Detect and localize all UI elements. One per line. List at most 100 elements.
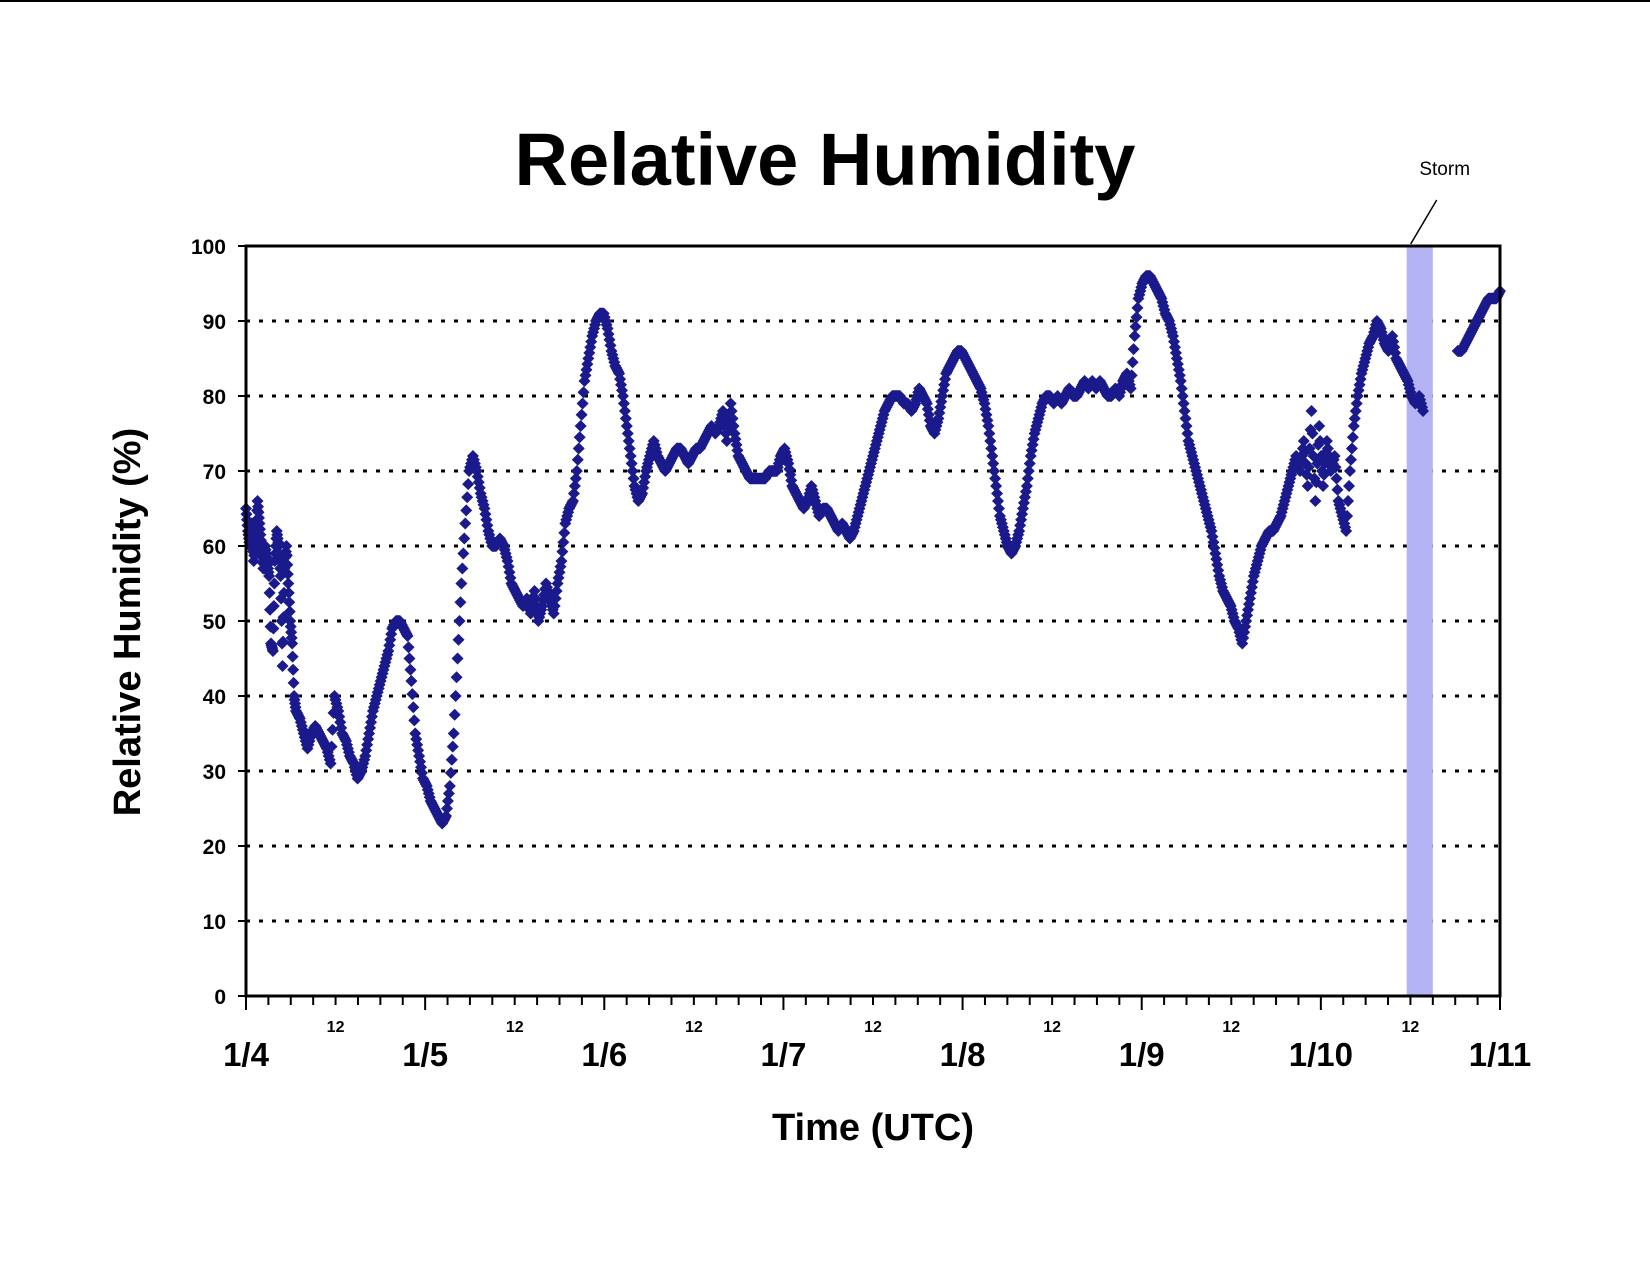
data-point-1187 [1331, 483, 1344, 496]
x-tick-label-noon: 12 [1402, 1019, 1420, 1036]
data-point-267 [446, 740, 459, 753]
data-point-866 [1022, 465, 1035, 477]
data-point-88 [282, 577, 295, 590]
data-point-85 [280, 549, 293, 562]
storm-label: Storm [1419, 159, 1470, 180]
data-point-556 [724, 397, 737, 410]
data-point-1200 [1343, 465, 1356, 477]
x-tick-label-day-9: 1/9 [1119, 1036, 1165, 1073]
data-point-401 [575, 408, 588, 421]
data-point-280 [459, 517, 472, 530]
data-point-99 [287, 676, 300, 689]
data-point-398 [572, 442, 585, 455]
data-point-58 [267, 600, 280, 612]
data-point-264 [443, 780, 456, 792]
data-point-380 [555, 555, 568, 567]
data-point-978 [1130, 311, 1143, 324]
data-point-394 [568, 480, 581, 492]
data-point-1199 [1343, 480, 1356, 492]
data-point-91 [283, 605, 296, 618]
data-point-1205 [1348, 412, 1361, 425]
data-point-831 [989, 472, 1002, 485]
y-tick-label-10: 10 [203, 911, 226, 934]
x-tick-label-noon: 12 [327, 1019, 345, 1036]
x-tick-label-noon: 12 [864, 1019, 882, 1036]
data-point-402 [576, 397, 589, 410]
x-axis-label: Time (UTC) [772, 1107, 974, 1149]
data-point-281 [460, 504, 473, 517]
data-point-976 [1128, 330, 1141, 342]
x-tick-label-day-4: 1/4 [223, 1036, 270, 1073]
data-point-282 [461, 491, 474, 504]
data-point-1204 [1347, 420, 1360, 432]
data-point-830 [988, 465, 1001, 477]
data-point-454 [626, 465, 639, 477]
data-point-835 [992, 502, 1005, 515]
data-point-1276 [1417, 405, 1430, 417]
data-point-374 [549, 592, 562, 605]
y-tick-label-90: 90 [203, 311, 226, 334]
y-axis-label: Relative Humidity (%) [107, 428, 149, 817]
data-point-1197 [1341, 510, 1354, 522]
data-point-1030 [1180, 420, 1193, 432]
data-point-1157 [1302, 461, 1315, 474]
data-point-275 [454, 596, 467, 609]
data-point-225 [406, 688, 419, 701]
data-point-1028 [1178, 405, 1191, 417]
data-point-827 [985, 442, 998, 455]
data-point-265 [444, 766, 457, 779]
chart-title: Relative Humidity [515, 118, 1136, 201]
data-point-269 [448, 708, 461, 721]
data-point-453 [625, 457, 638, 470]
data-point-89 [282, 586, 295, 599]
data-point-392 [566, 495, 579, 507]
data-point-825 [983, 427, 996, 440]
storm-band [1406, 246, 1433, 996]
data-point-226 [407, 701, 420, 714]
data-point-444 [616, 390, 629, 402]
y-tick-label-20: 20 [203, 836, 226, 859]
data-point-1176 [1320, 435, 1333, 447]
data-point-77 [277, 635, 290, 648]
data-point-865 [1021, 472, 1034, 485]
data-point-262 [441, 795, 454, 807]
data-point-1164 [1309, 495, 1322, 507]
data-point-1031 [1181, 427, 1194, 440]
data-point-450 [622, 435, 635, 447]
data-point-263 [442, 787, 455, 800]
data-point-974 [1126, 356, 1139, 369]
x-tick-label-day-8: 1/8 [940, 1036, 986, 1073]
data-point-84 [280, 540, 293, 552]
data-point-1029 [1179, 412, 1192, 425]
data-point-1025 [1175, 382, 1188, 395]
data-point-266 [445, 753, 458, 766]
y-tick-label-80: 80 [203, 386, 226, 409]
data-point-393 [567, 487, 580, 500]
data-point-142 [326, 723, 339, 736]
data-point-220 [401, 630, 414, 642]
data-point-445 [617, 397, 630, 410]
x-tick-label-day-7: 1/7 [760, 1036, 806, 1073]
data-point-87 [281, 568, 294, 581]
data-point-270 [449, 690, 462, 702]
data-point-141 [325, 740, 338, 753]
data-point-399 [573, 431, 586, 444]
data-point-558 [726, 412, 739, 425]
data-point-56 [266, 645, 279, 657]
data-point-447 [619, 412, 632, 425]
x-tick-label-noon: 12 [506, 1019, 524, 1036]
y-tick-label-30: 30 [203, 761, 226, 784]
data-point-222 [403, 652, 416, 665]
data-point-829 [987, 457, 1000, 470]
data-point-278 [457, 547, 470, 560]
data-point-59 [268, 577, 281, 590]
data-point-1201 [1344, 453, 1357, 466]
data-point-276 [455, 577, 468, 590]
x-tick-label-day-11: 1/11 [1469, 1036, 1531, 1073]
data-point-1186 [1330, 472, 1343, 485]
data-point-1024 [1174, 375, 1187, 387]
storm-leader-line [1410, 199, 1438, 245]
data-point-1198 [1342, 495, 1355, 507]
data-point-559 [727, 420, 740, 432]
